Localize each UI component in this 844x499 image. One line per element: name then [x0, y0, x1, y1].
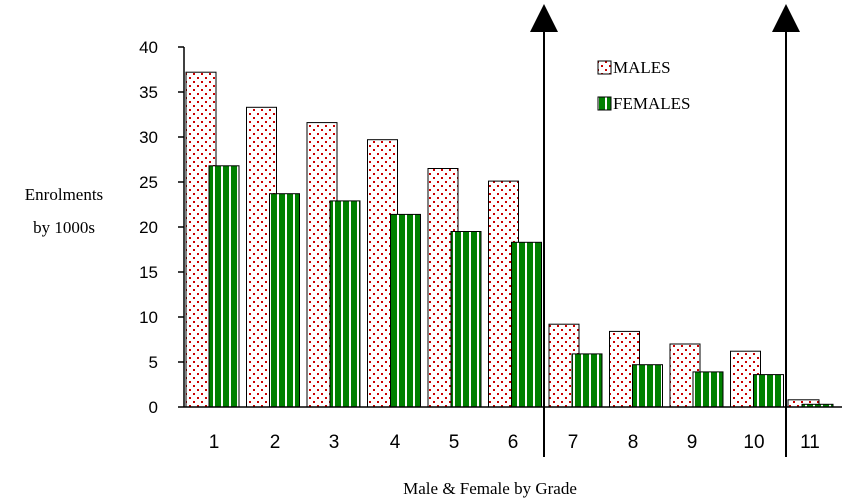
y-tick-label-20: 20 — [139, 218, 158, 237]
x-tick-label-7: 7 — [568, 432, 579, 453]
y-tick-label-40: 40 — [139, 38, 158, 57]
xlabel: Male & Female by Grade — [403, 479, 577, 498]
bars — [185, 71, 834, 408]
y-ticks: 0 5 10 15 20 25 30 35 40 — [139, 38, 184, 417]
x-tick-label-3: 3 — [329, 432, 340, 453]
bar-females-grade-4 — [390, 213, 421, 408]
legend-swatch-females — [597, 96, 612, 111]
ylabel-line1: Enrolments — [25, 185, 103, 204]
x-tick-label-1: 1 — [209, 432, 220, 453]
x-tick-label-8: 8 — [628, 432, 639, 453]
legend: MALES FEMALES — [597, 58, 690, 113]
y-tick-label-15: 15 — [139, 263, 158, 282]
legend-label-females: FEMALES — [613, 94, 690, 113]
bar-females-grade-2 — [269, 193, 300, 408]
bar-females-grade-7 — [571, 353, 603, 408]
ylabel-line2: by 1000s — [33, 218, 95, 237]
bar-females-grade-10 — [753, 374, 784, 408]
legend-swatch-males — [597, 60, 612, 75]
y-tick-label-35: 35 — [139, 83, 158, 102]
bar-females-grade-6 — [511, 241, 542, 408]
bar-females-grade-8 — [632, 364, 663, 408]
legend-label-males: MALES — [613, 58, 671, 77]
arrow-up-after-grade-6 — [530, 4, 558, 457]
x-tick-label-5: 5 — [449, 432, 460, 453]
y-tick-label-30: 30 — [139, 128, 158, 147]
arrow-up-after-grade-10 — [772, 4, 800, 457]
x-tick-label-6: 6 — [508, 432, 519, 453]
bar-females-grade-9 — [692, 371, 724, 408]
x-ticks: 1 2 3 4 5 6 7 8 9 10 11 — [209, 432, 820, 453]
y-tick-label-10: 10 — [139, 308, 158, 327]
y-tick-label-5: 5 — [149, 353, 158, 372]
x-tick-label-4: 4 — [390, 432, 401, 453]
x-tick-label-10: 10 — [743, 432, 764, 453]
x-tick-label-2: 2 — [270, 432, 281, 453]
y-tick-label-0: 0 — [149, 398, 158, 417]
y-tick-label-25: 25 — [139, 173, 158, 192]
x-tick-label-9: 9 — [687, 432, 698, 453]
bar-females-grade-5 — [450, 231, 482, 408]
bar-females-grade-3 — [329, 200, 361, 408]
x-tick-label-11: 11 — [800, 432, 820, 453]
bar-females-grade-1 — [208, 165, 240, 408]
